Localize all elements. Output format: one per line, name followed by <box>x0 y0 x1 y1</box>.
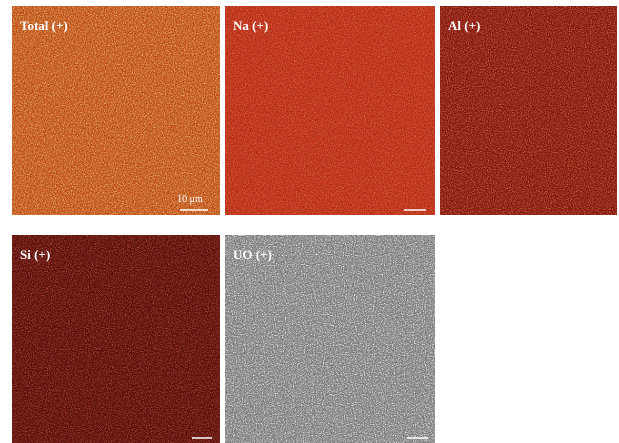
scale-label: 10 μm <box>177 194 203 205</box>
panel-label: Al (+) <box>448 18 480 33</box>
page: Total (+) 10 μm Na (+) Al (+) Si (+) UO … <box>0 0 619 443</box>
panel-uo: UO (+) <box>225 235 435 443</box>
panel-al: Al (+) <box>440 6 617 215</box>
panel-label: Total (+) <box>20 18 68 33</box>
panel-si: Si (+) <box>12 235 220 443</box>
figure: Total (+) 10 μm Na (+) Al (+) Si (+) UO … <box>0 0 619 443</box>
panel-na: Na (+) <box>225 6 435 215</box>
panel-total: Total (+) 10 μm <box>12 6 220 215</box>
panel-label: Si (+) <box>20 247 50 262</box>
panel-label: UO (+) <box>233 247 272 262</box>
panel-label: Na (+) <box>233 18 268 33</box>
